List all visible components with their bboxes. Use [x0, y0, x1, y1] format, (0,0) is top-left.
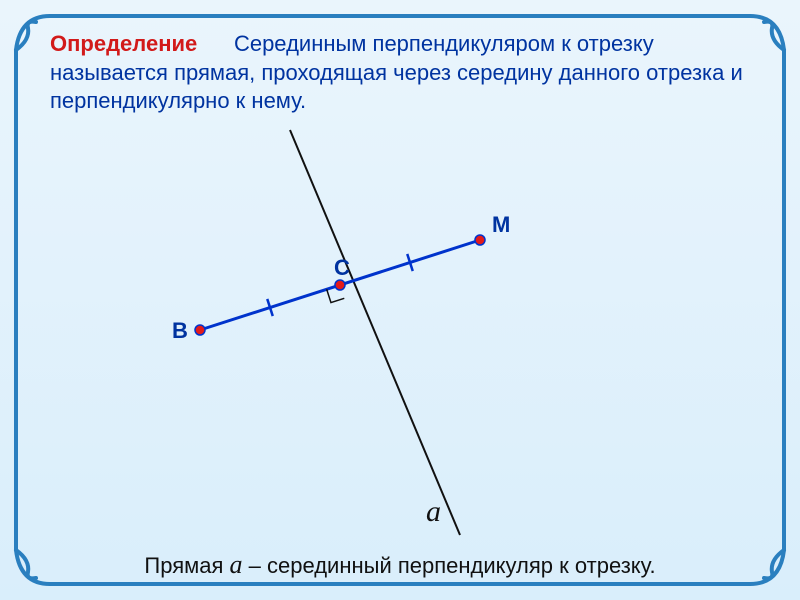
label-c: C: [334, 255, 350, 281]
caption-pre: Прямая: [144, 553, 229, 578]
caption-post: – серединный перпендикуляр к отрезку.: [243, 553, 656, 578]
label-line-a: a: [426, 495, 441, 529]
point-b: [195, 325, 205, 335]
diagram-svg: [0, 120, 800, 540]
geometry-diagram: B C M a: [0, 120, 800, 540]
caption-var: a: [230, 550, 243, 579]
label-b: B: [172, 318, 188, 344]
perpendicular-line: [290, 130, 460, 535]
definition-text: Определение Серединным перпендикуляром к…: [50, 30, 750, 116]
point-c: [335, 280, 345, 290]
point-m: [475, 235, 485, 245]
right-angle-mark: [327, 289, 345, 302]
definition-title: Определение: [50, 31, 197, 56]
label-m: M: [492, 212, 510, 238]
caption-text: Прямая a – серединный перпендикуляр к от…: [0, 550, 800, 580]
